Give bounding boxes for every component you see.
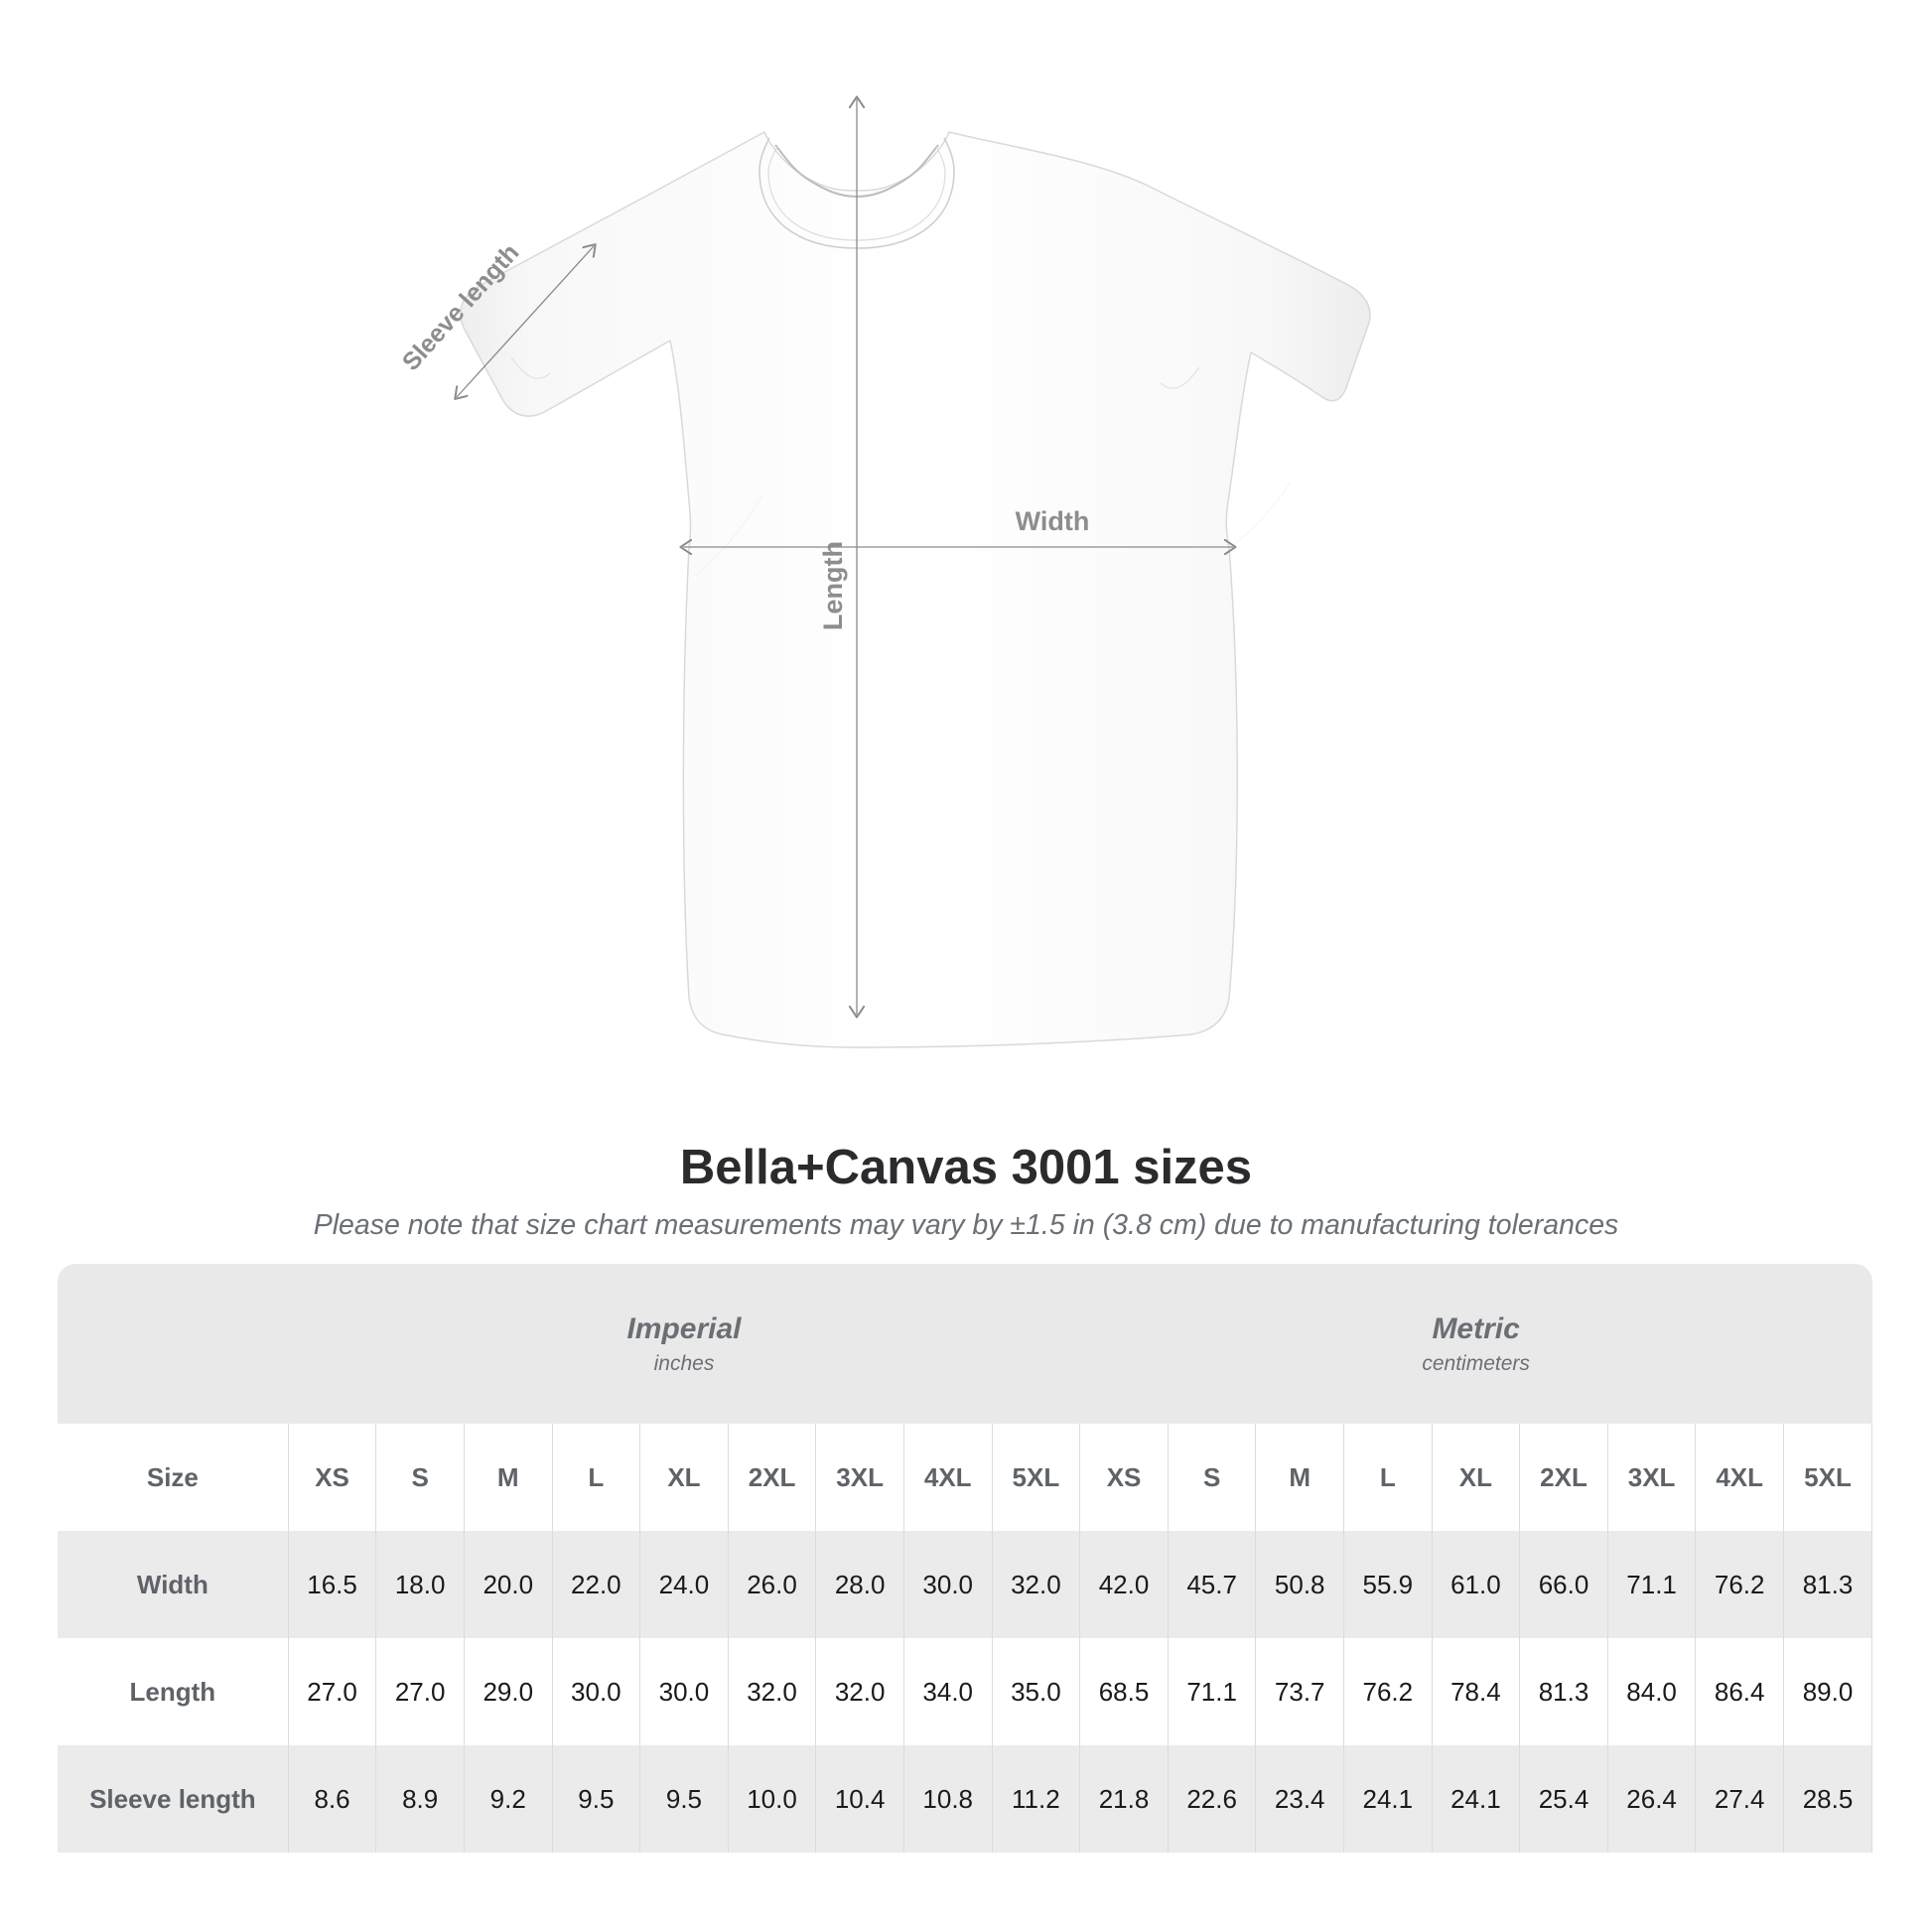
svg-text:Length: Length xyxy=(818,541,848,630)
svg-text:Width: Width xyxy=(1016,506,1090,536)
